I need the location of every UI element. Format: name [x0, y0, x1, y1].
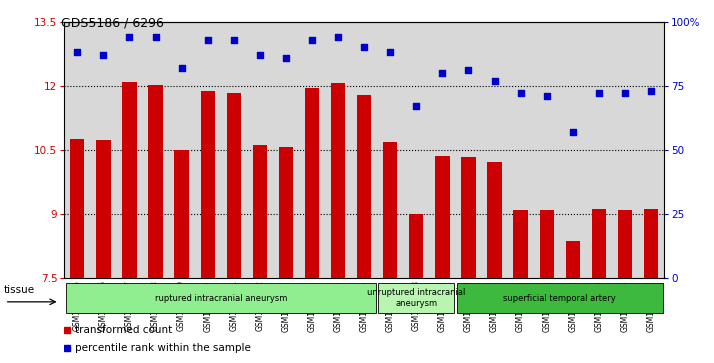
Text: superficial temporal artery: superficial temporal artery: [503, 294, 616, 302]
Point: [280, 55, 291, 61]
Text: unruptured intracranial
aneurysm: unruptured intracranial aneurysm: [367, 288, 466, 308]
Point: [332, 34, 343, 40]
Point: [254, 52, 266, 58]
Bar: [201, 91, 215, 278]
Bar: [461, 158, 476, 278]
Text: GDS5186 / 6296: GDS5186 / 6296: [61, 16, 164, 29]
Bar: [174, 150, 188, 278]
Bar: [644, 209, 658, 278]
Bar: [592, 209, 606, 278]
Point: [202, 37, 213, 42]
Bar: [357, 95, 371, 278]
Point: [619, 90, 630, 96]
Bar: [278, 147, 293, 278]
Text: ruptured intracranial aneurysm: ruptured intracranial aneurysm: [154, 294, 287, 302]
Bar: [70, 139, 84, 278]
Point: [411, 103, 422, 109]
Bar: [409, 214, 423, 278]
Bar: [378, 284, 454, 313]
Point: [515, 90, 526, 96]
Bar: [149, 85, 163, 278]
Bar: [66, 284, 376, 313]
Text: percentile rank within the sample: percentile rank within the sample: [75, 343, 251, 354]
Text: tissue: tissue: [4, 285, 35, 295]
Bar: [618, 210, 632, 278]
Point: [541, 93, 553, 99]
Bar: [96, 140, 111, 278]
Point: [645, 88, 657, 94]
Point: [463, 68, 474, 73]
Bar: [305, 88, 319, 278]
Point: [437, 70, 448, 76]
Point: [228, 37, 239, 42]
Point: [124, 34, 135, 40]
Bar: [436, 156, 450, 278]
Bar: [488, 162, 502, 278]
Bar: [540, 210, 554, 278]
Bar: [383, 142, 398, 278]
Point: [71, 50, 83, 56]
Bar: [457, 284, 663, 313]
Point: [358, 44, 370, 50]
Bar: [565, 241, 580, 278]
Bar: [122, 82, 136, 278]
Point: [176, 65, 187, 71]
Point: [489, 78, 501, 83]
Point: [98, 52, 109, 58]
Bar: [331, 83, 346, 278]
Point: [567, 129, 578, 135]
Point: [150, 34, 161, 40]
Point: [593, 90, 605, 96]
Bar: [513, 210, 528, 278]
Text: transformed count: transformed count: [75, 325, 172, 335]
Point: [385, 50, 396, 56]
Bar: [226, 93, 241, 278]
Bar: [253, 144, 267, 278]
Point: [306, 37, 318, 42]
